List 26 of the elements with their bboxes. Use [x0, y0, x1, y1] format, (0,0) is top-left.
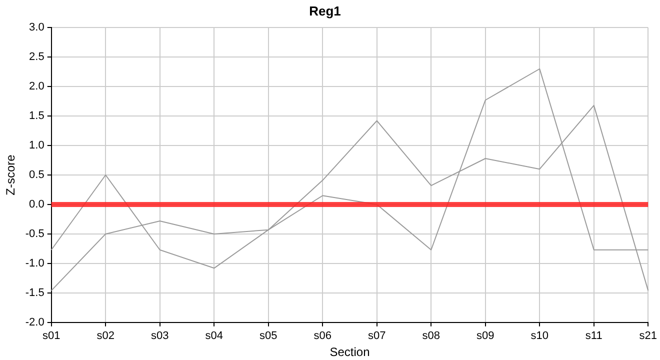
y-tick-label: 2.5	[29, 51, 44, 64]
x-tick-label: s03	[150, 330, 169, 342]
x-tick-label: s06	[314, 330, 332, 342]
y-tick-label: 1.5	[29, 110, 44, 122]
x-tick-label: s09	[476, 330, 494, 342]
y-tick-label: -0.5	[25, 228, 44, 240]
chart-title: Reg1	[309, 3, 341, 18]
y-axis-title: Z-score	[4, 154, 18, 196]
x-tick-label: s10	[530, 330, 548, 342]
x-tick-label: s02	[96, 330, 114, 342]
x-tick-label: s21	[639, 330, 658, 342]
y-tick-label: -1.5	[25, 286, 44, 299]
y-tick-label: 0.0	[29, 198, 44, 211]
y-tick-label: 0.5	[29, 169, 44, 182]
x-tick-label: s08	[422, 330, 440, 342]
x-tick-label: s05	[259, 330, 278, 342]
x-tick-label: s01	[42, 330, 60, 342]
x-axis-title: Section	[330, 345, 370, 360]
x-tick-label: s11	[585, 330, 602, 342]
x-tick-label: s04	[205, 330, 223, 342]
y-tick-label: 1.0	[29, 140, 44, 152]
y-tick-label: 3.0	[29, 22, 44, 34]
x-tick-label: s07	[368, 330, 386, 342]
y-tick-label: -1.0	[25, 257, 44, 270]
y-tick-label: 2.0	[29, 80, 44, 93]
y-tick-label: -2.0	[25, 316, 44, 328]
